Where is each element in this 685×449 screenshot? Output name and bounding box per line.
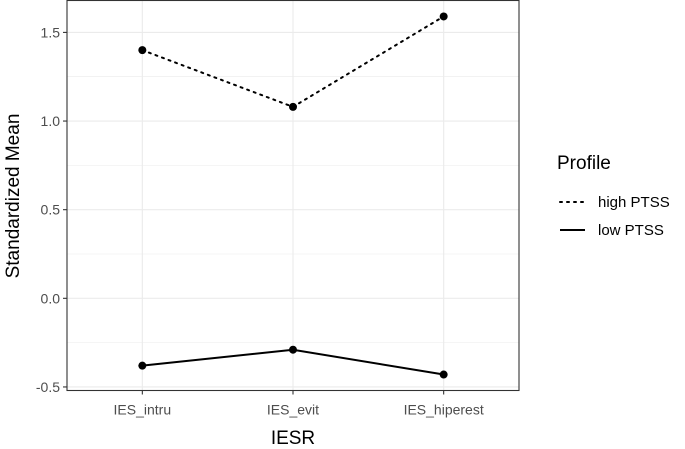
legend-label-low-ptss: low PTSS: [598, 222, 664, 239]
data-point-high-ptss: [439, 12, 448, 21]
data-point-low-ptss: [138, 361, 147, 370]
data-point-high-ptss: [138, 46, 147, 55]
y-tick-label: 1.5: [41, 24, 61, 40]
x-tick-label: IES_hiperest: [404, 402, 484, 418]
legend-label-high-ptss: high PTSS: [598, 194, 670, 211]
y-tick-label: -0.5: [36, 379, 60, 395]
grid-major: [67, 0, 519, 391]
series-layer: [138, 12, 448, 379]
x-tick-label: IES_intru: [114, 402, 172, 418]
y-tick-label: 0.0: [41, 290, 61, 306]
x-tick-label: IES_evit: [267, 402, 319, 418]
data-point-low-ptss: [289, 345, 297, 354]
y-tick-label: 0.5: [41, 202, 61, 218]
data-point-high-ptss: [289, 102, 297, 111]
legend: Profile high PTSS low PTSS: [557, 153, 670, 239]
y-axis-title: Standardized Mean: [3, 114, 24, 279]
y-axis: -0.5 0.0 0.5 1.0 1.5: [36, 24, 67, 395]
x-axis: IES_intru IES_evit IES_hiperest: [114, 390, 484, 418]
x-axis-title: IESR: [271, 428, 315, 449]
data-point-low-ptss: [439, 370, 448, 379]
y-tick-label: 1.0: [41, 113, 61, 129]
legend-title: Profile: [557, 153, 611, 174]
